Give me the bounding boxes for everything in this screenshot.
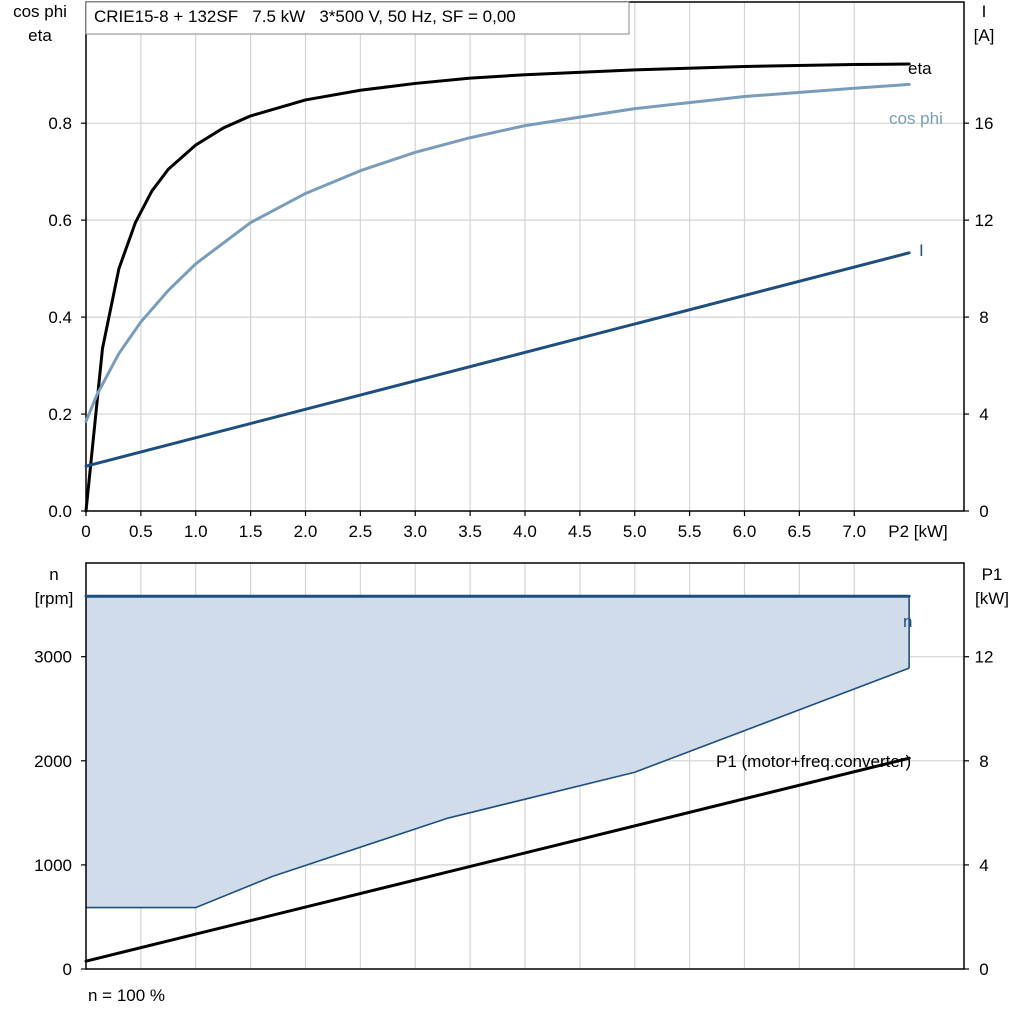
- right-tick-label: 12: [975, 211, 994, 230]
- top-chart-series: [84, 62, 911, 513]
- right-tick-label: 4: [979, 405, 988, 424]
- top-right-tick-labels: 0 4 8 12 16: [964, 114, 993, 521]
- series-label-i: I: [919, 241, 924, 260]
- left-tick-label: 0.4: [48, 308, 72, 327]
- left-tick-label: 0: [63, 960, 72, 979]
- x-tick-label: 0: [81, 522, 90, 541]
- bottom-right-axis-title-unit: [kW]: [975, 589, 1009, 608]
- series-line-cos-phi: [84, 82, 911, 423]
- series-label-p1: P1 (motor+freq.converter): [716, 752, 911, 771]
- bottom-chart-series: [84, 594, 911, 963]
- series-line-p1-motor-freq-converter: [84, 756, 911, 963]
- min-speed-boundary-line: [86, 667, 910, 909]
- left-tick-label: 1000: [34, 856, 72, 875]
- x-tick-label: 6.0: [733, 522, 757, 541]
- x-tick-label: 2.0: [294, 522, 318, 541]
- right-tick-label: 16: [975, 114, 994, 133]
- operating-range-fill: [86, 596, 910, 908]
- top-right-axis-title-i: I: [982, 2, 987, 21]
- series-label-n: n: [903, 612, 912, 631]
- top-x-axis-title: P2 [kW]: [888, 522, 948, 541]
- left-tick-label: 0.2: [48, 405, 72, 424]
- bottom-chart-frame: [85, 562, 965, 970]
- series-line-i: [84, 251, 911, 468]
- left-tick-label: 0.0: [48, 502, 72, 521]
- bottom-right-axis-title-p1: P1: [982, 565, 1003, 584]
- series-label-eta: eta: [908, 59, 932, 78]
- series-line-eta: [84, 62, 911, 513]
- left-tick-label: 0.8: [48, 114, 72, 133]
- right-tick-label: 8: [979, 752, 988, 771]
- right-tick-label: 12: [975, 648, 994, 667]
- top-left-axis-title-cosphi: cos phi: [13, 2, 67, 21]
- top-left-tick-labels: 0.0 0.2 0.4 0.6 0.8: [48, 114, 86, 521]
- x-tick-label: 7.0: [842, 522, 866, 541]
- x-tick-label: 4.0: [513, 522, 537, 541]
- series-label-cosphi: cos phi: [889, 109, 943, 128]
- chart-title-box: [85, 1, 630, 35]
- x-tick-label: 3.5: [458, 522, 482, 541]
- bottom-left-axis-title-n: n: [49, 565, 58, 584]
- left-tick-label: 0.6: [48, 211, 72, 230]
- x-tick-label: 0.5: [129, 522, 153, 541]
- chart-title: CRIE15-8 + 132SF 7.5 kW 3*500 V, 50 Hz, …: [94, 7, 516, 26]
- top-chart-grid: [86, 2, 964, 511]
- top-right-axis-title-unit: [A]: [974, 26, 995, 45]
- x-tick-label: 1.0: [184, 522, 208, 541]
- x-tick-label: 1.5: [239, 522, 263, 541]
- right-tick-label: 0: [979, 502, 988, 521]
- x-tick-label: 6.5: [788, 522, 812, 541]
- right-tick-label: 0: [979, 960, 988, 979]
- bottom-left-axis-title-unit: [rpm]: [35, 589, 74, 608]
- bottom-right-tick-labels: 0 4 8 12: [964, 648, 993, 979]
- x-tick-label: 5.5: [678, 522, 702, 541]
- right-tick-label: 8: [979, 308, 988, 327]
- top-x-tick-labels: 0 0.5 1.0 1.5 2.0 2.5 3.0 3.5 4.0 4.5 5.0 5.5 6.0 6.5…: [81, 511, 866, 541]
- x-tick-label: 2.5: [349, 522, 373, 541]
- bottom-chart-operating-region: [86, 596, 910, 909]
- speed-footnote: n = 100 %: [88, 986, 165, 1005]
- bottom-left-tick-labels: 0 1000 2000 3000: [34, 648, 86, 979]
- left-tick-label: 2000: [34, 752, 72, 771]
- top-left-axis-title-eta: eta: [28, 26, 52, 45]
- x-tick-label: 4.5: [568, 522, 592, 541]
- x-tick-label: 5.0: [623, 522, 647, 541]
- right-tick-label: 4: [979, 856, 988, 875]
- x-tick-label: 3.0: [403, 522, 427, 541]
- left-tick-label: 3000: [34, 648, 72, 667]
